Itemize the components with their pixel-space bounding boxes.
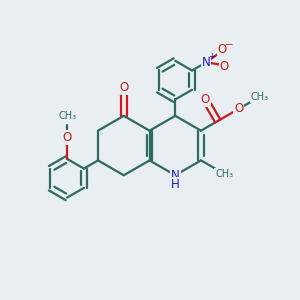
Text: O: O (220, 60, 229, 73)
Text: CH₃: CH₃ (250, 92, 268, 102)
Text: CH₃: CH₃ (58, 111, 76, 121)
Text: N: N (171, 169, 180, 182)
Text: CH₃: CH₃ (215, 169, 233, 179)
Text: O: O (234, 102, 244, 115)
Text: N: N (202, 56, 211, 69)
Text: −: − (225, 40, 233, 50)
Text: +: + (208, 52, 215, 62)
Text: O: O (201, 93, 210, 106)
Text: O: O (119, 81, 128, 94)
Text: O: O (218, 43, 227, 56)
Text: O: O (62, 131, 72, 144)
Text: H: H (171, 178, 180, 191)
